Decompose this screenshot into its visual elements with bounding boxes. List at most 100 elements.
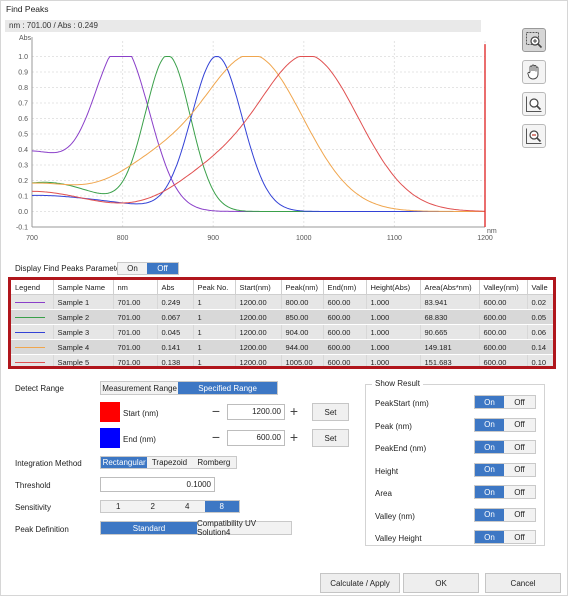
zoom-select-icon <box>526 32 543 49</box>
column-header[interactable]: nm <box>113 280 158 295</box>
show-result-on[interactable]: On <box>475 486 505 498</box>
table-cell: 1 <box>193 339 236 355</box>
column-header[interactable]: Legend <box>11 280 54 295</box>
table-row[interactable]: Sample 1 701.00 0.249 1 1200.00 800.00 600.00 1… <box>11 294 553 310</box>
show-result-on[interactable]: On <box>475 531 505 543</box>
sensitivity-option-4[interactable]: 4 <box>185 502 190 511</box>
table-cell: 0.14 <box>527 339 553 355</box>
table-cell: 600.00 <box>323 339 367 355</box>
zoom-in-button[interactable] <box>522 92 546 116</box>
table-cell: 0.138 <box>157 354 194 366</box>
sensitivity-option-2[interactable]: 2 <box>150 502 155 511</box>
table-cell: Sample 2 <box>53 309 114 325</box>
pan-hand-icon <box>527 64 539 80</box>
table-cell: 600.00 <box>323 354 367 366</box>
romberg-option[interactable]: Romberg <box>197 458 231 467</box>
table-row[interactable]: Sample 4 701.00 0.141 1 1200.00 944.00 600.00 1… <box>11 339 553 355</box>
y-tick-label: 0.4 <box>18 147 28 154</box>
column-header[interactable]: Start(nm) <box>235 280 282 295</box>
ok-button[interactable]: OK <box>403 573 479 593</box>
show-result-on[interactable]: On <box>475 508 505 521</box>
peak-results-table[interactable]: Legend Sample Name nm Abs Peak No. Start(nm) P… <box>8 277 556 369</box>
peak-definition-toggle: Standard Compatibility UV Solution4 <box>100 519 292 537</box>
table-cell: 0.249 <box>157 294 194 310</box>
end-set-button[interactable]: Set <box>312 429 349 447</box>
table-cell: 1.000 <box>366 339 421 355</box>
show-result-on[interactable]: On <box>475 441 505 453</box>
start-color-swatch <box>100 402 120 422</box>
start-set-button[interactable]: Set <box>312 403 349 421</box>
table-row[interactable]: Sample 3 701.00 0.045 1 1200.00 904.00 600.00 1… <box>11 324 553 340</box>
cancel-button[interactable]: Cancel <box>485 573 561 593</box>
table-cell: 0.141 <box>157 339 194 355</box>
standard-option[interactable]: Standard <box>101 522 197 534</box>
show-result-item-label: PeakEnd (nm) <box>375 444 427 453</box>
show-result-off[interactable]: Off <box>514 442 525 452</box>
integration-method-label: Integration Method <box>15 459 82 468</box>
show-result-on[interactable]: On <box>475 418 505 431</box>
table-cell: 0.02 <box>527 294 553 310</box>
trapezoid-option[interactable]: Trapezoid <box>151 458 188 467</box>
table-cell: 600.00 <box>479 294 528 310</box>
pan-button[interactable] <box>522 60 546 84</box>
sensitivity-label: Sensitivity <box>15 503 52 512</box>
table-cell: Sample 4 <box>53 339 114 355</box>
spectrum-chart[interactable]: -0.1 0.0 0.1 0.2 0.3 0.4 0.5 0.6 0.7 0.8 0.9 1.0 700… <box>0 32 510 252</box>
column-header[interactable]: Valley(nm) <box>479 280 528 295</box>
column-header[interactable]: Abs <box>157 280 194 295</box>
table-row[interactable]: Sample 2 701.00 0.067 1 1200.00 850.00 600.00 1… <box>11 309 553 325</box>
table-cell: 1005.00 <box>281 354 324 366</box>
legend-line-icon <box>15 331 45 333</box>
show-result-off[interactable]: Off <box>514 465 525 474</box>
display-params-label: Display Find Peaks Parameter <box>15 264 124 273</box>
rectangular-option[interactable]: Rectangular <box>101 457 148 468</box>
end-decrement-button[interactable]: − <box>211 429 221 445</box>
display-params-off[interactable]: Off <box>147 263 178 274</box>
legend-line-icon <box>15 361 45 363</box>
sensitivity-option-1[interactable]: 1 <box>116 502 121 511</box>
legend-cell <box>11 324 54 340</box>
column-header[interactable]: End(nm) <box>323 280 367 295</box>
column-header[interactable]: Valle <box>527 280 553 295</box>
table-cell: Sample 5 <box>53 354 114 366</box>
show-result-off[interactable]: Off <box>514 487 525 497</box>
threshold-input[interactable]: 0.1000 <box>100 477 215 492</box>
start-increment-button[interactable]: + <box>289 403 299 419</box>
show-result-toggle: On Off <box>474 485 536 499</box>
show-result-off[interactable]: Off <box>514 397 525 407</box>
y-tick-label: 0.8 <box>18 85 28 92</box>
column-header[interactable]: Sample Name <box>53 280 114 295</box>
series-line <box>32 56 485 212</box>
calculate-apply-button[interactable]: Calculate / Apply <box>320 573 400 593</box>
show-result-off[interactable]: Off <box>514 420 525 429</box>
column-header[interactable]: Area(Abs*nm) <box>420 280 480 295</box>
table-cell: 1.000 <box>366 309 421 325</box>
show-result-off[interactable]: Off <box>514 532 525 542</box>
column-header[interactable]: Peak(nm) <box>281 280 324 295</box>
table-row[interactable]: Sample 5 701.00 0.138 1 1200.00 1005.00 600.00… <box>11 354 553 366</box>
show-result-off[interactable]: Off <box>514 510 525 519</box>
compat-uv-option[interactable]: Compatibility UV Solution4 <box>196 519 257 537</box>
table-cell: 1.000 <box>366 354 421 366</box>
show-result-title: Show Result <box>372 379 423 388</box>
table-cell: 944.00 <box>281 339 324 355</box>
table-cell: 151.683 <box>420 354 480 366</box>
column-header[interactable]: Peak No. <box>193 280 236 295</box>
window-title: Find Peaks <box>6 4 49 14</box>
zoom-reset-button[interactable] <box>522 124 546 148</box>
show-result-on[interactable]: On <box>475 463 505 476</box>
x-tick-label: 900 <box>207 235 219 242</box>
show-result-toggle: On Off <box>474 507 536 522</box>
column-header[interactable]: Height(Abs) <box>366 280 421 295</box>
zoom-select-button[interactable] <box>522 28 546 52</box>
measurement-range-option[interactable]: Measurement Range <box>102 383 177 393</box>
start-input[interactable]: 1200.00 <box>227 404 285 420</box>
start-decrement-button[interactable]: − <box>211 403 221 419</box>
display-params-on[interactable]: On <box>127 264 138 273</box>
x-axis-label: nm <box>487 228 497 235</box>
specified-range-option[interactable]: Specified Range <box>178 382 277 394</box>
sensitivity-option-8[interactable]: 8 <box>204 501 239 512</box>
end-increment-button[interactable]: + <box>289 429 299 445</box>
end-input[interactable]: 600.00 <box>227 430 285 446</box>
show-result-on[interactable]: On <box>475 396 505 408</box>
